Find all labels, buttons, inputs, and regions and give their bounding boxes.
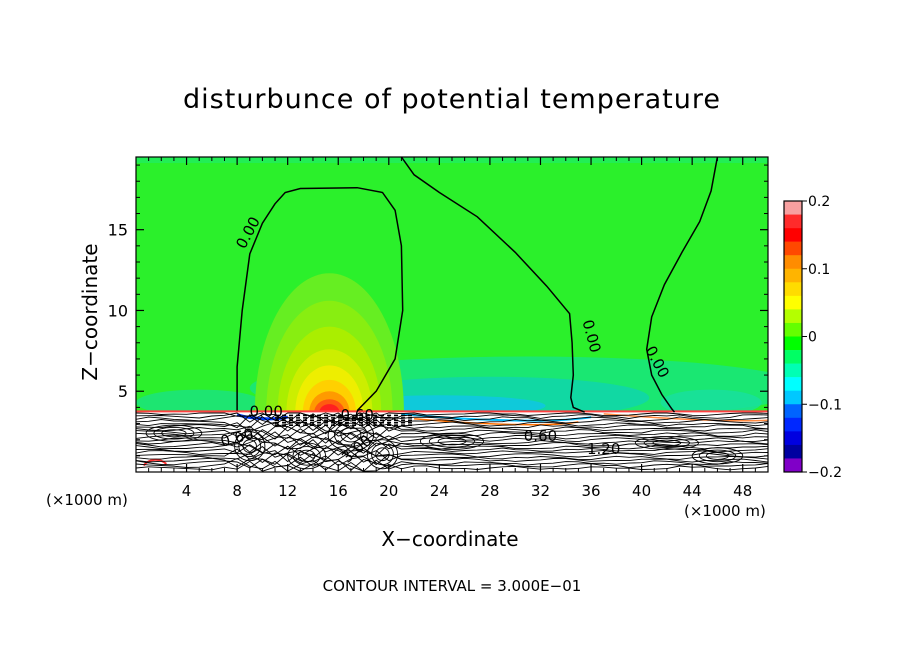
boundary-contour-line — [136, 418, 768, 435]
boundary-blob-contour — [334, 422, 368, 447]
boundary-contour-line — [136, 423, 768, 438]
boundary-blob-contour — [371, 443, 394, 466]
x-tick-label: 32 — [531, 482, 550, 500]
boundary-blob-contour — [643, 437, 691, 449]
boundary-blob-contour — [234, 431, 266, 462]
boundary-blob-contour — [153, 426, 195, 440]
contour-label-7: 0.60 — [524, 427, 557, 445]
x-unit-left: (×1000 m) — [46, 491, 128, 509]
boundary-blob-contour — [419, 432, 485, 450]
boundary-contour-line — [136, 435, 768, 450]
contour-label-3: 0.00 — [249, 403, 282, 421]
boundary-blob-contour — [327, 418, 375, 452]
contour-label-6: 0.60 — [340, 406, 373, 424]
x-tick-label: 8 — [232, 482, 242, 500]
zero-contour-middle — [400, 157, 585, 413]
boundary-blob-contour — [428, 435, 476, 448]
y-tick-label: 10 — [108, 301, 128, 320]
boundary-blob-contour — [238, 435, 262, 458]
zero-contour-east — [645, 157, 719, 413]
colorbar-swatch — [784, 336, 802, 351]
colorbar-swatch — [784, 201, 802, 215]
boundary-blob-contour — [634, 436, 699, 450]
boundary-contour-line — [136, 439, 768, 454]
boundary-contour-line — [136, 414, 768, 429]
boundary-contour-line — [136, 453, 768, 468]
contour-interval-note: CONTOUR INTERVAL = 3.000E−01 — [322, 577, 582, 595]
x-tick-label: 44 — [683, 482, 702, 500]
boundary-blob-contour — [375, 447, 390, 462]
colorbar-swatch — [784, 295, 802, 310]
colorbar-swatch — [784, 458, 802, 473]
boundary-contour-line — [136, 412, 768, 421]
boundary-contour-line — [136, 416, 768, 431]
x-tick-label: 36 — [581, 482, 600, 500]
y-tick-label: 15 — [108, 221, 128, 240]
x-tick-label: 28 — [480, 482, 499, 500]
zero-contour-plume — [236, 186, 404, 412]
boundary-blob-contour — [287, 442, 327, 470]
x-unit-right: (×1000 m) — [684, 502, 766, 520]
boundary-blob-contour — [437, 437, 467, 446]
colorbar-swatch — [784, 282, 802, 297]
colorbar-swatch — [784, 350, 802, 364]
boundary-contour-line — [136, 451, 768, 464]
colorbar-swatch — [784, 228, 802, 242]
x-axis-label: X−coordinate — [381, 527, 519, 551]
boundary-red-corner — [142, 458, 167, 467]
colorbar-tick-label: −0.2 — [808, 465, 842, 481]
cool-anomaly-west — [136, 389, 263, 416]
boundary-blob-contour — [292, 446, 321, 466]
x-tick-label: 24 — [430, 482, 449, 500]
colorbar-swatch — [784, 377, 802, 391]
x-tick-label: 48 — [733, 482, 752, 500]
colorbar-tick-label: 0.1 — [808, 262, 830, 278]
contour-label-8: 1.20 — [587, 440, 620, 458]
colorbar-tick-label: 0.2 — [808, 194, 830, 210]
colorbar-swatch — [784, 322, 802, 337]
boundary-blob-contour — [242, 439, 257, 454]
boundary-contour-line — [136, 446, 768, 459]
y-tick-label: 5 — [118, 382, 128, 401]
colorbar-swatch — [784, 241, 802, 256]
x-tick-label: 20 — [379, 482, 398, 500]
colorbar-swatch — [784, 363, 802, 378]
boundary-blob-contour — [161, 429, 187, 438]
boundary-blob-contour — [691, 447, 744, 465]
boundary-blob-contour — [366, 439, 399, 470]
x-tick-label: 40 — [632, 482, 651, 500]
colorbar-swatch — [784, 268, 802, 283]
colorbar-swatch — [784, 404, 802, 419]
colorbar-swatch — [784, 214, 802, 229]
y-axis-label: Z−coordinate — [78, 243, 102, 381]
colorbar-swatch — [784, 444, 802, 459]
colorbar-swatch — [784, 255, 802, 270]
colorbar-swatch — [784, 390, 802, 405]
x-tick-label: 12 — [278, 482, 297, 500]
boundary-blob-contour — [297, 449, 316, 462]
colorbar-tick-label: 0 — [808, 330, 817, 346]
boundary-blob-contour — [698, 449, 737, 463]
x-tick-label: 16 — [329, 482, 348, 500]
boundary-blob-contour — [340, 427, 362, 443]
colorbar-swatch — [784, 309, 802, 324]
colorbar-swatch — [784, 431, 802, 446]
colorbar-swatch — [784, 417, 802, 432]
boundary-blob-contour — [145, 424, 203, 442]
x-tick-label: 4 — [182, 482, 192, 500]
cool-anomaly-east — [660, 389, 762, 416]
boundary-contours — [136, 412, 768, 472]
chart-title: disturbunce of potential temperature — [183, 84, 721, 115]
colorbar-tick-label: −0.1 — [808, 397, 842, 413]
boundary-contour-line — [136, 457, 768, 472]
boundary-blob-contour — [652, 439, 682, 447]
boundary-blob-contour — [705, 451, 730, 460]
